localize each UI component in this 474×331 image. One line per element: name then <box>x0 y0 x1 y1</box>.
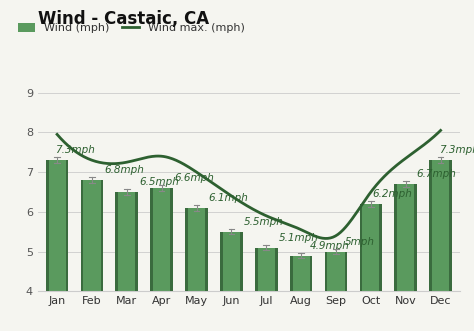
Bar <box>394 184 417 291</box>
Bar <box>414 184 417 291</box>
Text: 6.6mph: 6.6mph <box>174 173 214 183</box>
Bar <box>150 188 173 291</box>
Bar <box>310 256 312 291</box>
Bar <box>275 248 278 291</box>
Legend: Wind (mph), Wind max. (mph): Wind (mph), Wind max. (mph) <box>18 23 245 33</box>
Bar <box>290 256 312 291</box>
Bar <box>150 188 153 291</box>
Text: 6.2mph: 6.2mph <box>373 189 412 199</box>
Bar <box>345 252 347 291</box>
Bar <box>170 188 173 291</box>
Text: 6.8mph: 6.8mph <box>104 165 144 175</box>
Bar <box>185 208 188 291</box>
Bar <box>360 204 362 291</box>
Bar <box>205 208 208 291</box>
Text: 5mph: 5mph <box>345 237 375 247</box>
Bar <box>360 204 382 291</box>
Bar <box>255 248 258 291</box>
Bar <box>325 252 328 291</box>
Bar <box>290 256 292 291</box>
Bar <box>136 192 138 291</box>
Bar <box>116 192 138 291</box>
Bar <box>81 180 83 291</box>
Bar <box>81 180 103 291</box>
Bar <box>240 232 243 291</box>
Text: 7.3mph: 7.3mph <box>55 145 95 156</box>
Text: 7.3mph: 7.3mph <box>439 145 474 156</box>
Bar <box>394 184 397 291</box>
Text: 5.1mph: 5.1mph <box>279 233 319 243</box>
Bar <box>220 232 223 291</box>
Bar <box>429 160 452 291</box>
Text: 6.5mph: 6.5mph <box>139 177 179 187</box>
Bar <box>65 160 68 291</box>
Bar <box>449 160 452 291</box>
Bar <box>429 160 432 291</box>
Bar <box>46 160 68 291</box>
Bar <box>325 252 347 291</box>
Bar <box>220 232 243 291</box>
Text: 4.9mph: 4.9mph <box>310 241 350 251</box>
Bar <box>46 160 48 291</box>
Bar <box>255 248 278 291</box>
Bar <box>379 204 382 291</box>
Text: 6.7mph: 6.7mph <box>416 169 456 179</box>
Bar <box>116 192 118 291</box>
Text: 6.1mph: 6.1mph <box>209 193 249 203</box>
Bar <box>100 180 103 291</box>
Text: 5.5mph: 5.5mph <box>244 217 283 227</box>
Text: Wind - Castaic, CA: Wind - Castaic, CA <box>38 10 209 28</box>
Bar <box>185 208 208 291</box>
